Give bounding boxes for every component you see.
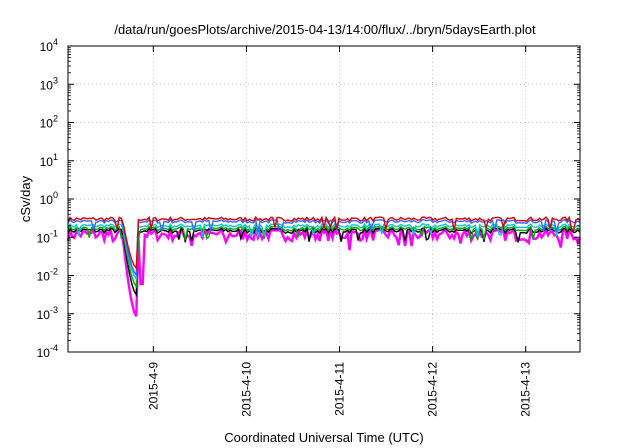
series-line bbox=[66, 225, 582, 317]
x-tick-label: 2015-4-10 bbox=[239, 362, 253, 417]
y-tick-label: 104 bbox=[40, 37, 58, 54]
x-tick-label: 2015-4-12 bbox=[426, 362, 440, 417]
y-axis-label: cSv/day bbox=[18, 175, 33, 222]
grid bbox=[68, 46, 580, 352]
y-tick-label: 103 bbox=[40, 75, 58, 92]
x-tick-label: 2015-4-11 bbox=[333, 362, 347, 416]
y-axis: 10-4 10-3 10-2 10-1 100 101 102 103 104 bbox=[37, 37, 580, 360]
y-tick-label: 102 bbox=[40, 114, 58, 131]
y-tick-label: 10-2 bbox=[37, 267, 58, 284]
x-tick-label: 2015-4-9 bbox=[146, 362, 160, 410]
series-line bbox=[67, 215, 581, 271]
series-layer bbox=[66, 215, 582, 317]
y-tick-label: 10-3 bbox=[37, 305, 58, 322]
x-tick-label: 2015-4-13 bbox=[519, 362, 533, 417]
x-axis-label: Coordinated Universal Time (UTC) bbox=[224, 430, 423, 445]
chart-title: /data/run/goesPlots/archive/2015-04-13/1… bbox=[114, 22, 536, 37]
y-tick-label: 10-4 bbox=[37, 343, 58, 360]
y-tick-label: 100 bbox=[40, 190, 58, 207]
y-tick-label: 101 bbox=[40, 152, 58, 169]
y-tick-label: 10-1 bbox=[37, 228, 58, 245]
x-axis: 2015-4-9 2015-4-10 2015-4-11 2015-4-12 2015-… bbox=[146, 46, 533, 417]
